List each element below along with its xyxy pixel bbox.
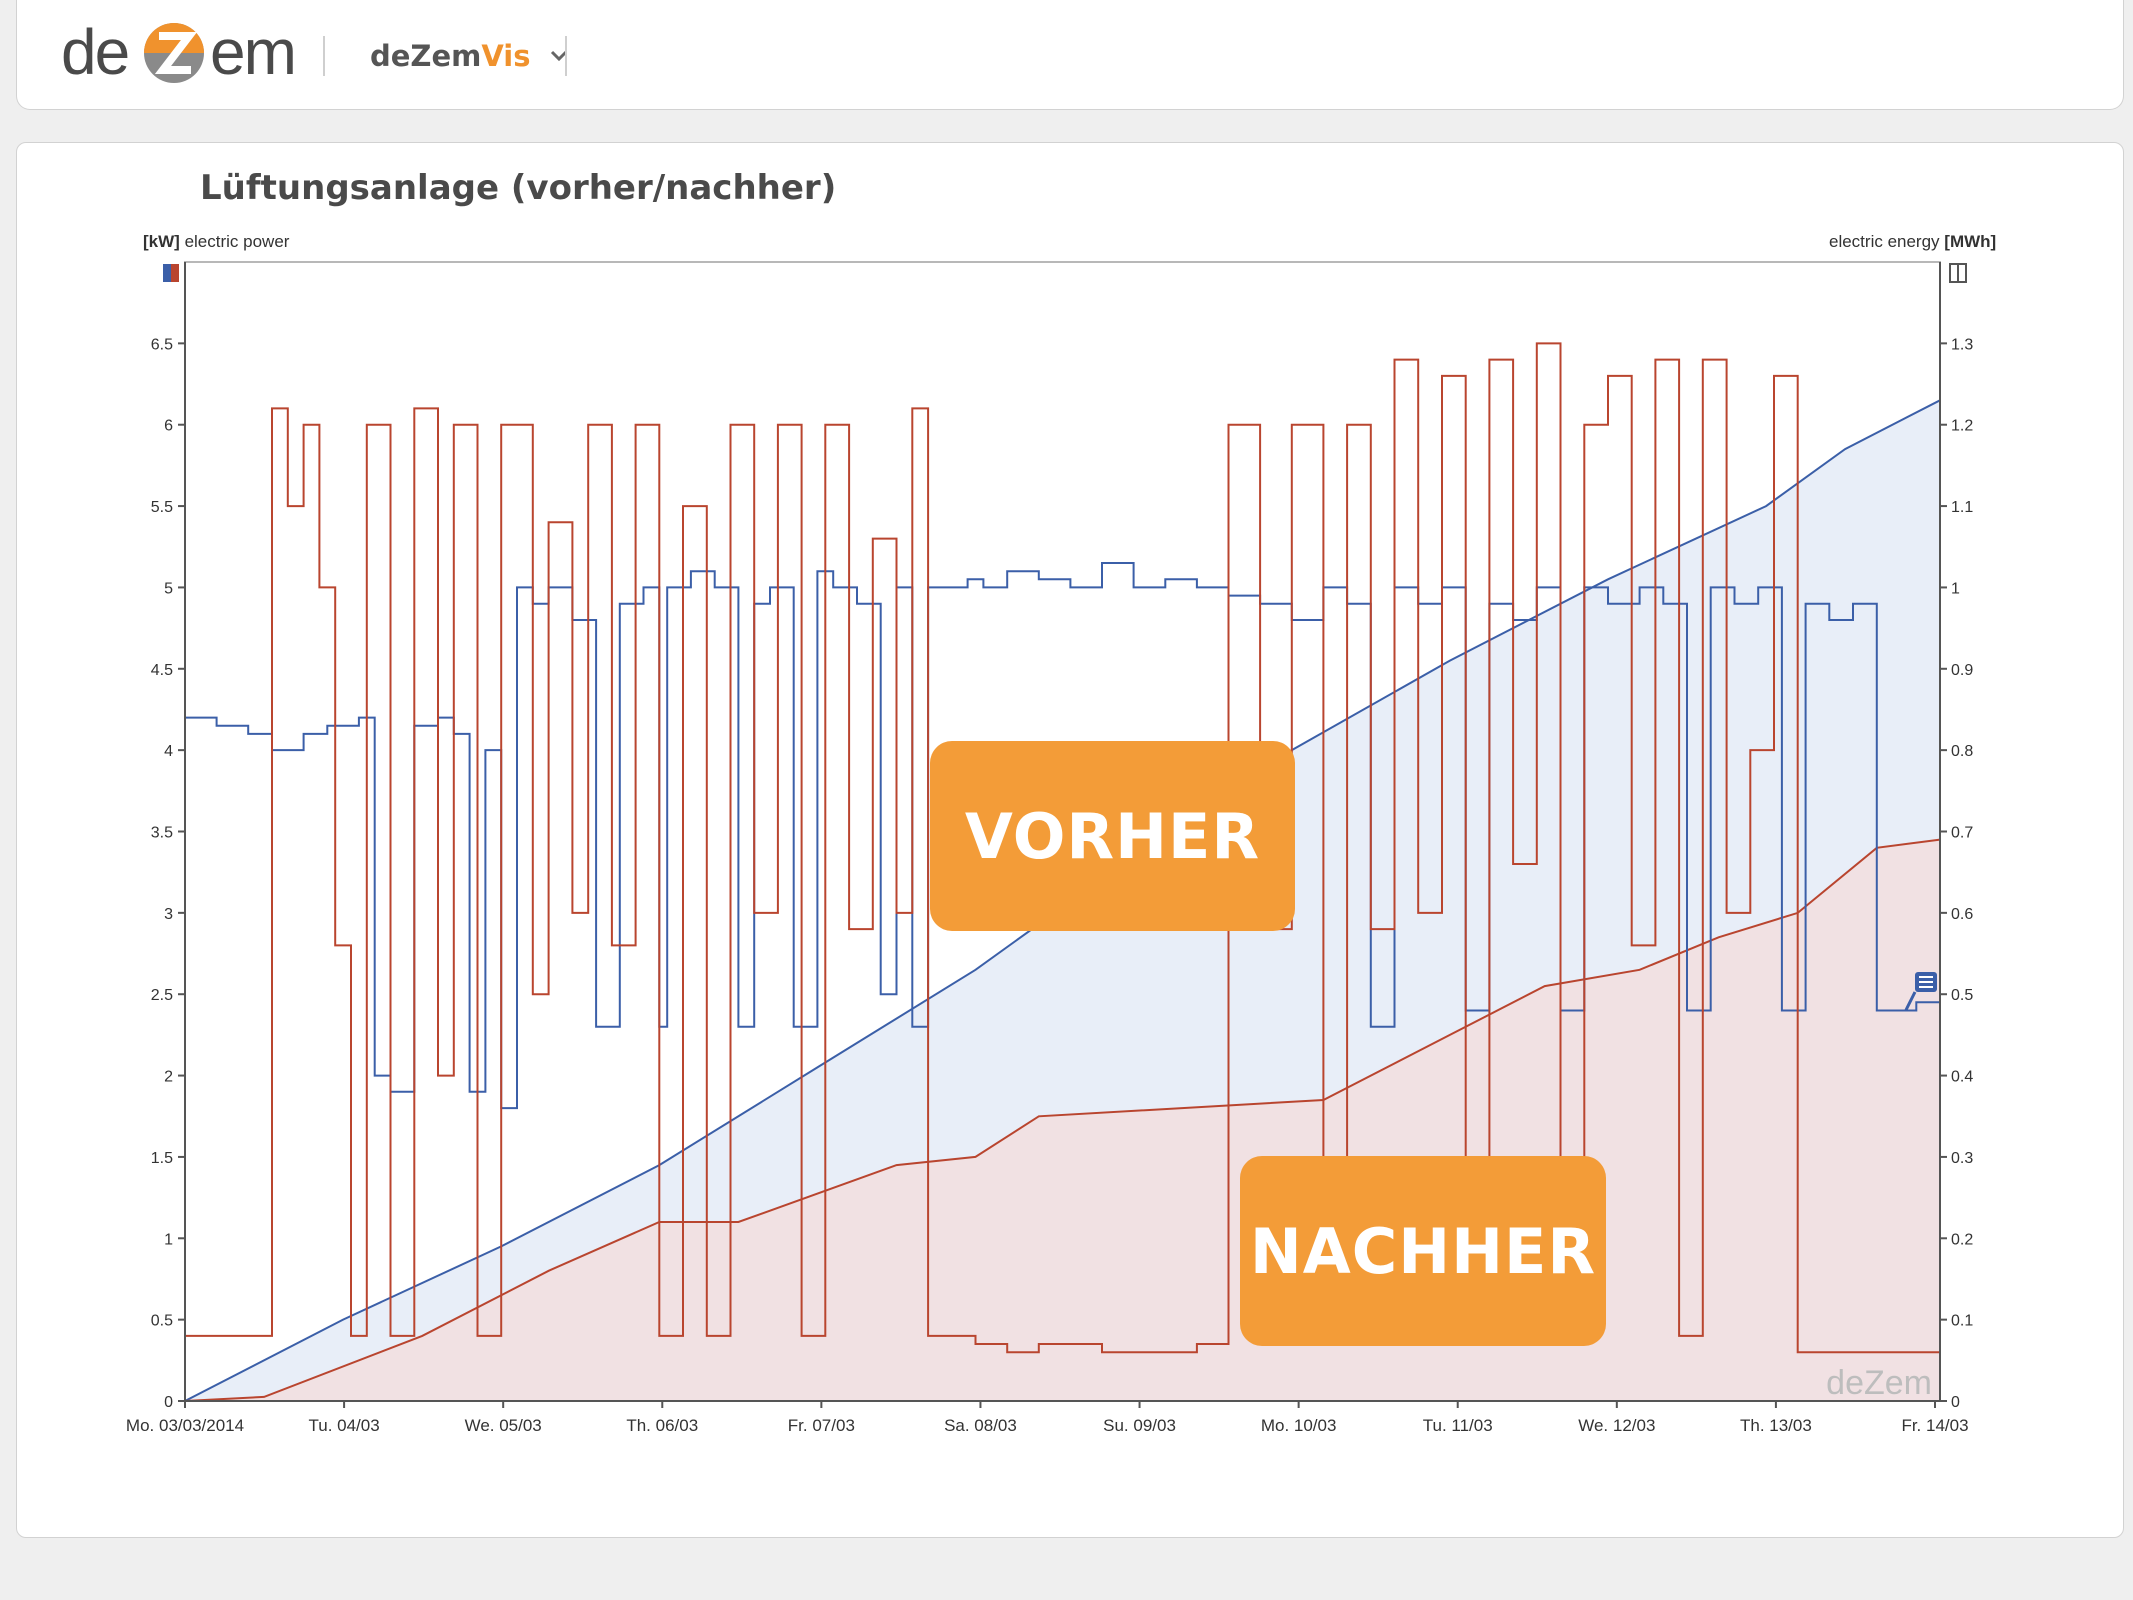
svg-text:de: de [61, 16, 128, 88]
left-axis-name: electric power [184, 232, 290, 251]
chevron-down-icon [551, 50, 568, 62]
right-axis-tick-label: 0.1 [1951, 1313, 1973, 1330]
chart-watermark: deZem [1826, 1364, 1932, 1402]
left-axis-tick-label: 3 [164, 906, 173, 923]
right-axis-tick-label: 0 [1951, 1394, 1960, 1411]
right-axis-name: electric energy [1829, 232, 1940, 251]
right-axis-unit: [MWh] [1944, 232, 1997, 251]
right-axis-tick-label: 1 [1951, 580, 1960, 597]
annotation-flag-pole [1904, 991, 1917, 1011]
energy-line-nachher [184, 838, 1941, 1402]
x-axis-tick-label: Fr. 14/03 [1901, 1416, 1968, 1435]
app-switcher-dropdown[interactable]: deZem Vis [370, 38, 570, 74]
power-line-vorher [185, 562, 1941, 1110]
callout-vorher-text: VORHER [964, 799, 1261, 873]
legend-swatch-after[interactable] [171, 264, 179, 282]
left-axis-tick-label: 2.5 [151, 987, 173, 1004]
app-name-main: deZem [370, 39, 482, 73]
right-axis-tick-label: 0.9 [1951, 662, 1973, 679]
right-axis-tick-label: 0.3 [1951, 1150, 1973, 1167]
right-axis-tick-label: 1.3 [1951, 336, 1973, 353]
right-axis-tick-label: 0.6 [1951, 906, 1973, 923]
callout-nachher-text: NACHHER [1249, 1214, 1597, 1288]
power-line-nachher [185, 342, 1940, 1354]
legend-swatch-before[interactable] [163, 264, 171, 282]
chart-title: Lüftungsanlage (vorher/nachher) [200, 168, 837, 208]
x-axis-tick-label: We. 05/03 [465, 1416, 542, 1435]
x-axis-tick-label: Su. 09/03 [1103, 1416, 1176, 1435]
x-axis-tick-label: Mo. 10/03 [1261, 1416, 1337, 1435]
right-axis-caption: electric energy [MWh] [1829, 232, 1996, 252]
x-axis-tick-label: Tu. 04/03 [308, 1416, 379, 1435]
left-axis-tick-label: 4.5 [151, 662, 173, 679]
right-axis-tick-label: 0.4 [1951, 1069, 1973, 1086]
left-axis-tick-label: 3.5 [151, 825, 173, 842]
right-axis-tick-label: 0.8 [1951, 743, 1973, 760]
left-axis-tick-label: 5.5 [151, 499, 173, 516]
header-divider [323, 36, 325, 76]
left-axis-tick-label: 1.5 [151, 1150, 173, 1167]
callout-nachher: NACHHER [1240, 1156, 1606, 1346]
svg-text:em: em [210, 16, 295, 88]
right-axis-tick-label: 0.2 [1951, 1231, 1973, 1248]
right-axis-tick-label: 1.2 [1951, 418, 1973, 435]
app-name-accent: Vis [481, 39, 531, 73]
left-axis-tick-label: 5 [164, 580, 173, 597]
right-axis-tick-label: 0.7 [1951, 825, 1973, 842]
top-navigation-bar: de em deZem Vis [16, 0, 2124, 110]
left-axis-tick-label: 4 [164, 743, 173, 760]
left-axis-tick-label: 0 [164, 1394, 173, 1411]
callout-vorher: VORHER [930, 741, 1295, 931]
x-axis-tick-label: Th. 13/03 [1740, 1416, 1812, 1435]
x-axis-tick-label: Sa. 08/03 [944, 1416, 1017, 1435]
left-axis-tick-label: 6.5 [151, 336, 173, 353]
left-axis-tick-label: 0.5 [151, 1313, 173, 1330]
x-axis-tick-label: We. 12/03 [1578, 1416, 1655, 1435]
header-divider-2 [565, 36, 567, 76]
dezem-logo[interactable]: de em [47, 8, 317, 98]
left-axis-tick-label: 1 [164, 1231, 173, 1248]
right-axis-tick-label: 1.1 [1951, 499, 1973, 516]
left-axis-tick-label: 2 [164, 1069, 173, 1086]
x-axis-tick-label: Th. 06/03 [626, 1416, 698, 1435]
right-axis-tick-label: 0.5 [1951, 987, 1973, 1004]
left-axis-tick-label: 6 [164, 418, 173, 435]
left-axis-caption: [kW] electric power [143, 232, 289, 252]
left-axis-unit: [kW] [143, 232, 180, 251]
x-axis-tick-label: Tu. 11/03 [1423, 1416, 1493, 1435]
x-axis-tick-label: Mo. 03/03/2014 [126, 1416, 244, 1435]
x-axis-tick-label: Fr. 07/03 [788, 1416, 855, 1435]
